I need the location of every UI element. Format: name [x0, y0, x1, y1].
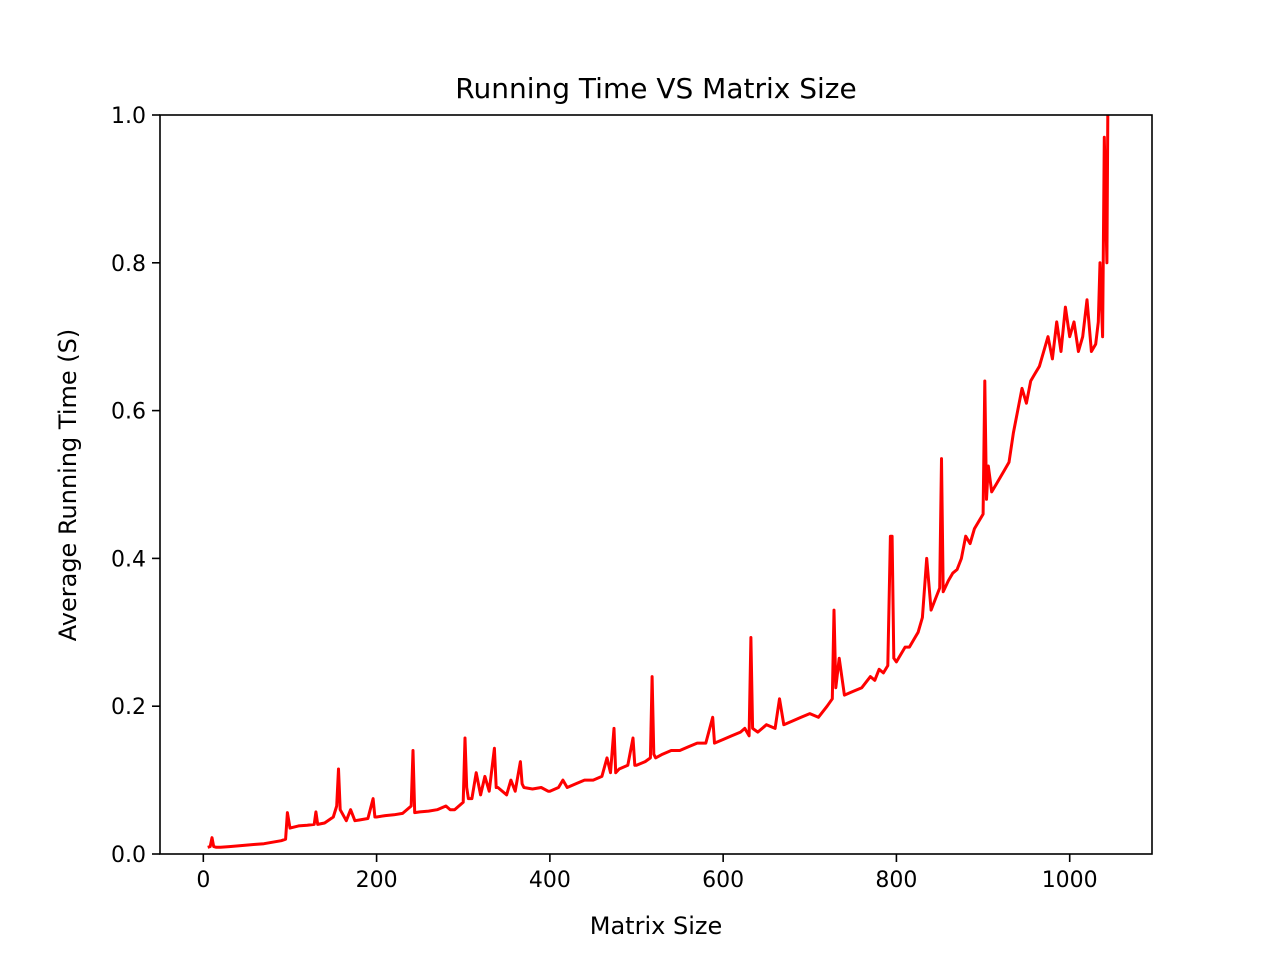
y-tick-label: 0.0	[111, 843, 146, 868]
y-tick-label: 0.6	[111, 400, 146, 425]
y-tick-label: 0.8	[111, 252, 146, 277]
x-tick-label: 0	[196, 868, 210, 893]
y-axis: 0.0 0.2 0.4 0.6 0.8 1.0	[111, 104, 160, 868]
series-line	[207, 114, 1110, 849]
plot-frame	[159, 114, 1153, 855]
x-tick-label: 400	[529, 868, 571, 893]
y-axis-label: Average Running Time (S)	[54, 329, 82, 641]
plot-area	[159, 114, 1153, 855]
x-tick-label: 800	[875, 868, 917, 893]
y-tick-label: 0.4	[111, 547, 146, 572]
x-axis-label: Matrix Size	[590, 912, 722, 940]
x-tick-label: 1000	[1042, 868, 1098, 893]
y-tick-label: 0.2	[111, 695, 146, 720]
y-tick-label: 1.0	[111, 104, 146, 129]
chart-title: Running Time VS Matrix Size	[455, 72, 856, 105]
x-tick-label: 600	[702, 868, 744, 893]
x-tick-label: 200	[356, 868, 398, 893]
x-axis: 0 200 400 600 800 1000	[196, 854, 1098, 893]
